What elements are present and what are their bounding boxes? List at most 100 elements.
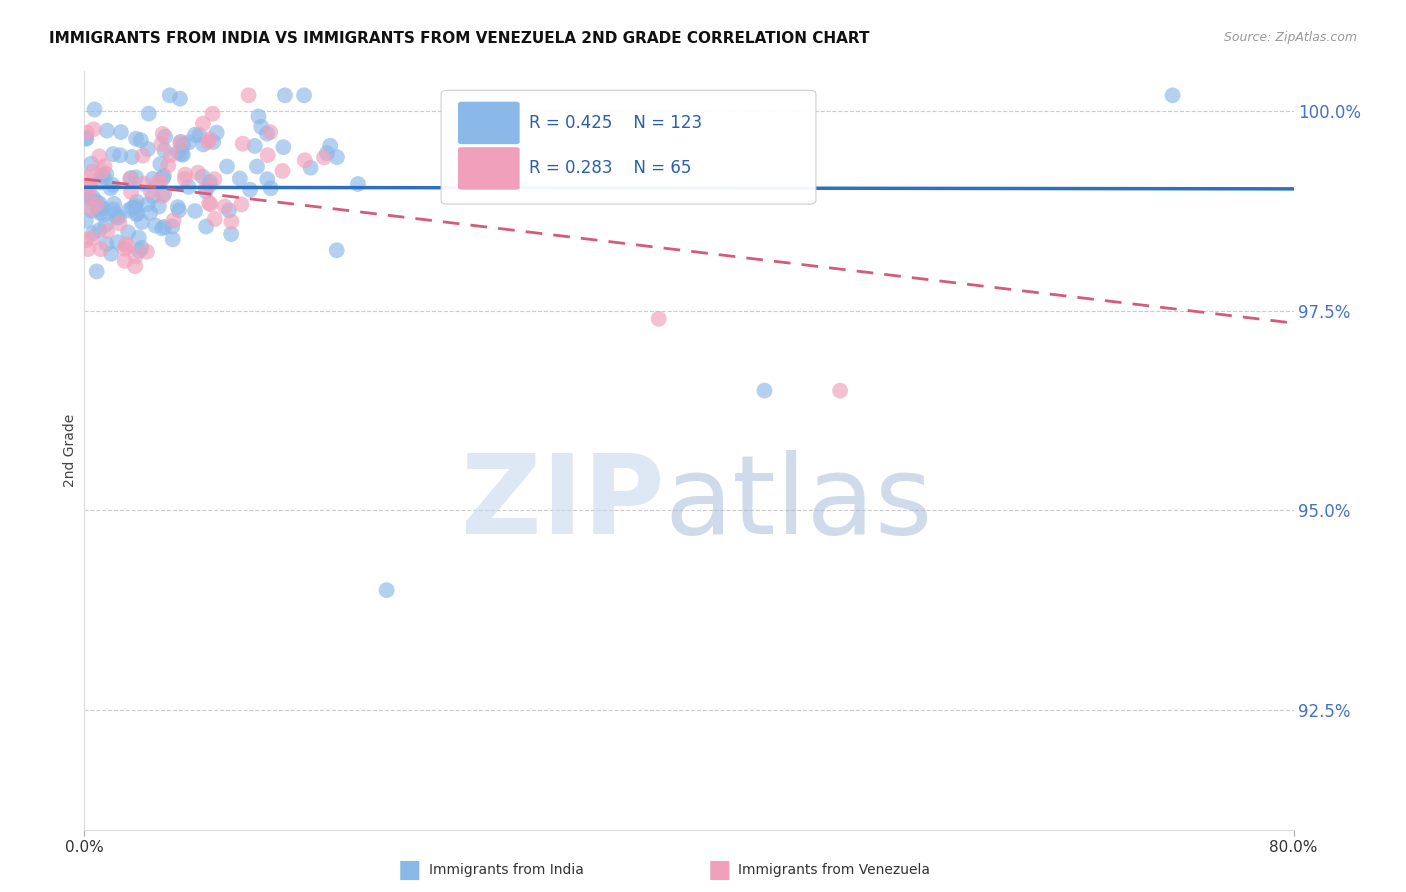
Point bbox=[89, 206, 111, 220]
Point bbox=[110, 125, 132, 139]
Point bbox=[87, 202, 110, 217]
Point bbox=[138, 106, 160, 120]
Point bbox=[174, 168, 197, 182]
Point bbox=[167, 145, 190, 160]
Point bbox=[114, 242, 136, 256]
Point bbox=[87, 200, 110, 214]
Point bbox=[159, 148, 181, 162]
Point bbox=[162, 219, 184, 234]
Point bbox=[108, 216, 131, 230]
Point bbox=[830, 384, 852, 398]
Point bbox=[90, 242, 112, 256]
FancyBboxPatch shape bbox=[458, 102, 520, 145]
Text: ■: ■ bbox=[707, 858, 731, 881]
Point bbox=[1161, 88, 1184, 103]
Point bbox=[121, 150, 143, 164]
Point bbox=[75, 233, 97, 247]
Point bbox=[148, 200, 170, 214]
Point bbox=[250, 120, 273, 134]
Point bbox=[256, 148, 278, 162]
Point bbox=[191, 117, 214, 131]
Text: Source: ZipAtlas.com: Source: ZipAtlas.com bbox=[1223, 31, 1357, 45]
Point bbox=[184, 128, 207, 142]
Point bbox=[121, 201, 143, 215]
Point bbox=[86, 264, 108, 278]
Point bbox=[204, 172, 226, 186]
Point bbox=[94, 218, 117, 232]
Point bbox=[326, 150, 349, 164]
Point bbox=[188, 128, 211, 142]
Point bbox=[117, 203, 139, 218]
Point bbox=[256, 172, 278, 186]
Point bbox=[128, 230, 150, 244]
Point bbox=[198, 132, 221, 146]
Point bbox=[259, 125, 281, 139]
Point bbox=[271, 164, 294, 178]
Point bbox=[239, 183, 262, 197]
Point bbox=[77, 242, 100, 256]
Point bbox=[96, 236, 118, 251]
Point bbox=[219, 227, 242, 241]
Point bbox=[91, 202, 114, 216]
Point bbox=[84, 194, 107, 209]
Point bbox=[82, 190, 104, 204]
Point bbox=[375, 583, 398, 598]
Point bbox=[136, 197, 159, 211]
Point bbox=[131, 215, 153, 229]
Point bbox=[114, 254, 136, 268]
Point bbox=[478, 122, 501, 136]
Point bbox=[152, 170, 174, 185]
Point bbox=[193, 137, 215, 152]
Point bbox=[142, 189, 165, 203]
Point bbox=[103, 197, 125, 211]
Point bbox=[215, 160, 238, 174]
Point bbox=[150, 221, 173, 235]
Point bbox=[167, 203, 190, 218]
Text: atlas: atlas bbox=[665, 450, 934, 557]
Point bbox=[231, 197, 253, 211]
Point bbox=[101, 202, 124, 217]
Point bbox=[159, 88, 181, 103]
Point bbox=[299, 161, 322, 175]
Point bbox=[132, 149, 155, 163]
Point bbox=[75, 131, 97, 145]
Point bbox=[90, 176, 112, 190]
Point bbox=[198, 196, 221, 211]
Point bbox=[93, 159, 115, 173]
Point bbox=[125, 194, 148, 209]
Point bbox=[238, 88, 260, 103]
Point bbox=[243, 139, 266, 153]
Point bbox=[145, 219, 167, 233]
Point bbox=[86, 197, 108, 211]
Point bbox=[195, 180, 218, 194]
FancyBboxPatch shape bbox=[458, 147, 520, 190]
Point bbox=[152, 127, 174, 141]
Point bbox=[229, 171, 252, 186]
Point bbox=[120, 171, 142, 186]
Point bbox=[202, 135, 225, 149]
Text: R = 0.425    N = 123: R = 0.425 N = 123 bbox=[529, 114, 703, 132]
Point bbox=[316, 146, 339, 161]
Point bbox=[204, 211, 226, 226]
Point bbox=[274, 88, 297, 103]
Point bbox=[135, 244, 157, 259]
Point bbox=[120, 185, 142, 199]
Text: ■: ■ bbox=[398, 858, 422, 881]
Point bbox=[201, 106, 224, 120]
Point bbox=[218, 203, 240, 218]
Point bbox=[104, 207, 127, 221]
Point bbox=[91, 164, 114, 178]
Point bbox=[105, 235, 128, 249]
Point bbox=[214, 200, 236, 214]
Point bbox=[75, 213, 97, 227]
Point bbox=[101, 178, 124, 192]
Text: R = 0.283    N = 65: R = 0.283 N = 65 bbox=[529, 160, 692, 178]
Point bbox=[247, 110, 270, 124]
Point bbox=[166, 200, 188, 214]
Point bbox=[82, 227, 104, 241]
Point bbox=[148, 175, 170, 189]
Point bbox=[76, 170, 98, 185]
Point bbox=[131, 241, 153, 255]
Point bbox=[93, 169, 115, 184]
Point bbox=[191, 169, 214, 184]
